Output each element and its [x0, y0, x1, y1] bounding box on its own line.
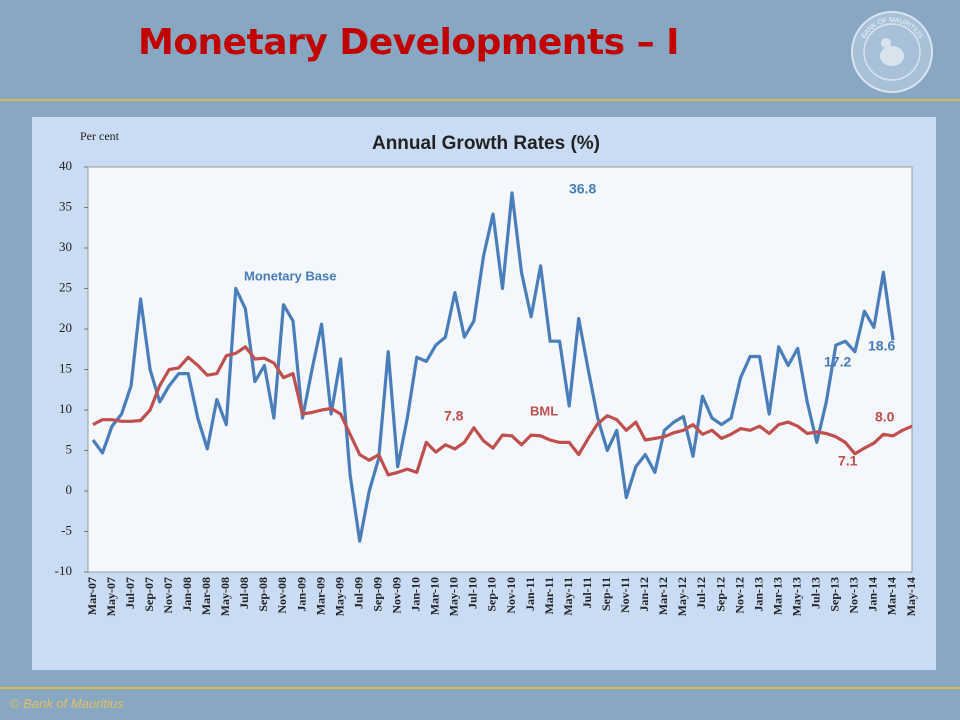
x-tick-label: May-08 — [218, 577, 232, 616]
x-tick-label: Nov-11 — [618, 577, 632, 613]
footer: © Bank of Mauritius — [10, 696, 124, 711]
footer-rule — [0, 687, 960, 689]
x-tick-label: May-14 — [904, 577, 918, 616]
y-tick-label: 35 — [59, 198, 72, 213]
x-tick-label: Nov-09 — [389, 577, 403, 614]
x-tick-label: Jul-10 — [466, 577, 480, 609]
y-tick-label: 30 — [59, 239, 72, 254]
x-tick-label: Mar-13 — [770, 577, 784, 615]
x-tick-label: Jul-11 — [580, 577, 594, 608]
x-tick-label: Jul-12 — [694, 577, 708, 609]
x-tick-label: Jan-10 — [409, 577, 423, 612]
x-tick-label: Mar-10 — [428, 577, 442, 615]
x-tick-label: Jan-12 — [637, 577, 651, 612]
annotation: BML — [530, 403, 558, 418]
annotation: 18.6 — [868, 338, 895, 354]
x-tick-label: Mar-08 — [199, 577, 213, 615]
y-axis-label: Per cent — [80, 129, 120, 143]
x-tick-label: Jul-09 — [351, 577, 365, 609]
x-tick-label: Nov-07 — [161, 577, 175, 614]
x-tick-label: Nov-13 — [847, 577, 861, 614]
x-tick-label: Jul-08 — [237, 577, 251, 609]
x-tick-label: Jul-13 — [809, 577, 823, 609]
header-rule — [0, 99, 960, 101]
x-tick-label: Jan-08 — [180, 577, 194, 612]
x-tick-label: Mar-12 — [656, 577, 670, 615]
x-tick-label: Nov-12 — [732, 577, 746, 614]
annotation: 7.8 — [444, 408, 464, 424]
annotation: 36.8 — [569, 181, 596, 197]
x-tick-label: Sep-11 — [599, 577, 613, 611]
x-tick-label: Jan-11 — [523, 577, 537, 611]
plot-area — [87, 166, 913, 573]
x-tick-label: May-12 — [675, 577, 689, 616]
y-tick-label: -10 — [55, 563, 72, 578]
x-tick-label: Sep-12 — [713, 577, 727, 612]
logo-bird-head — [881, 38, 891, 48]
y-tick-label: 15 — [59, 360, 72, 375]
x-tick-label: Sep-13 — [828, 577, 842, 612]
y-tick-label: 5 — [66, 441, 73, 456]
x-tick-label: Mar-09 — [313, 577, 327, 615]
y-tick-label: 10 — [59, 401, 72, 416]
annotation: 17.2 — [824, 354, 851, 370]
slide-title: Monetary Developments – I — [138, 22, 680, 63]
chart-title: Annual Growth Rates (%) — [372, 133, 600, 154]
annotation: 8.0 — [875, 409, 895, 425]
y-tick-label: -5 — [61, 522, 72, 537]
x-tick-label: May-07 — [104, 577, 118, 616]
x-tick-label: Jan-09 — [294, 577, 308, 612]
x-tick-label: Mar-11 — [542, 577, 556, 615]
x-tick-label: Sep-10 — [485, 577, 499, 612]
series-line — [92, 345, 913, 477]
x-tick-label: Sep-07 — [142, 577, 156, 612]
x-tick-label: May-11 — [561, 577, 575, 616]
x-tick-label: Sep-09 — [370, 577, 384, 612]
annotation: 7.1 — [838, 453, 858, 469]
y-tick-label: 0 — [66, 482, 73, 497]
logo: BANK OF MAURITIUS — [851, 11, 933, 93]
x-tick-label: Nov-08 — [275, 577, 289, 614]
logo-inner — [863, 23, 921, 81]
x-tick-label: Jan-14 — [866, 577, 880, 612]
x-tick-label: Sep-08 — [256, 577, 270, 612]
x-tick-label: May-09 — [332, 577, 346, 616]
y-tick-label: 40 — [59, 158, 72, 173]
series-line — [91, 191, 895, 543]
x-tick-label: Nov-10 — [504, 577, 518, 614]
chart: Per cent Annual Growth Rates (%) -10 -5 0 5… — [32, 117, 936, 670]
x-tick-label: Jul-07 — [123, 577, 137, 609]
y-tick-label: 25 — [59, 279, 72, 294]
x-tick-label: May-13 — [789, 577, 803, 616]
x-tick-label: Mar-07 — [85, 577, 99, 615]
annotation: Monetary Base — [244, 268, 336, 283]
logo-bird — [880, 46, 904, 66]
y-tick-label: 20 — [59, 320, 72, 335]
x-tick-label: Jan-13 — [751, 577, 765, 612]
x-tick-label: Mar-14 — [885, 577, 899, 615]
x-tick-label: May-10 — [447, 577, 461, 616]
